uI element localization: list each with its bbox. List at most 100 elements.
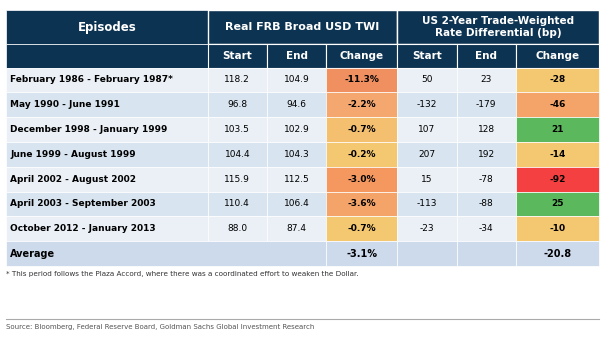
Bar	[267, 216, 326, 241]
Text: Source: Bloomberg, Federal Reserve Board, Goldman Sachs Global Investment Resear: Source: Bloomberg, Federal Reserve Board…	[6, 324, 315, 330]
Bar	[516, 216, 599, 241]
Text: 106.4: 106.4	[284, 199, 309, 208]
Text: April 2003 - September 2003: April 2003 - September 2003	[10, 199, 156, 208]
Bar	[397, 92, 457, 117]
Text: June 1999 - August 1999: June 1999 - August 1999	[10, 150, 136, 159]
Bar	[326, 216, 397, 241]
Text: 88.0: 88.0	[227, 224, 247, 233]
Text: 104.3: 104.3	[284, 150, 309, 159]
Bar	[326, 192, 397, 216]
Bar	[326, 68, 397, 92]
Text: -0.7%: -0.7%	[347, 224, 376, 233]
Text: 128: 128	[478, 125, 495, 134]
Text: -0.2%: -0.2%	[347, 150, 376, 159]
Text: 102.9: 102.9	[284, 125, 309, 134]
Bar	[516, 241, 599, 266]
Bar	[516, 92, 599, 117]
Text: 21: 21	[551, 125, 564, 134]
Text: 50: 50	[421, 75, 433, 85]
Text: -179: -179	[476, 100, 497, 109]
Bar	[516, 68, 599, 92]
Bar	[208, 216, 267, 241]
Bar	[326, 117, 397, 142]
Bar	[516, 117, 599, 142]
Text: -2.2%: -2.2%	[347, 100, 376, 109]
Bar	[6, 92, 208, 117]
Bar	[208, 142, 267, 167]
Text: -88: -88	[479, 199, 494, 208]
Bar	[397, 44, 457, 68]
Text: -11.3%: -11.3%	[344, 75, 379, 85]
Text: 110.4: 110.4	[224, 199, 250, 208]
Text: 94.6: 94.6	[287, 100, 307, 109]
Bar	[6, 192, 208, 216]
Text: 104.4: 104.4	[224, 150, 250, 159]
Bar	[6, 216, 208, 241]
Text: Change: Change	[535, 51, 580, 61]
Bar	[516, 44, 599, 68]
Text: 107: 107	[419, 125, 436, 134]
Bar	[326, 167, 397, 192]
Text: 87.4: 87.4	[287, 224, 307, 233]
Bar	[457, 142, 516, 167]
Bar	[6, 241, 326, 266]
Bar	[6, 167, 208, 192]
Text: -78: -78	[479, 175, 494, 184]
Text: -46: -46	[549, 100, 566, 109]
Bar	[6, 44, 208, 68]
Bar	[208, 92, 267, 117]
Text: -28: -28	[549, 75, 566, 85]
Text: Start: Start	[412, 51, 442, 61]
Bar	[457, 167, 516, 192]
Text: -20.8: -20.8	[543, 249, 572, 258]
Bar	[457, 241, 516, 266]
Text: May 1990 - June 1991: May 1990 - June 1991	[10, 100, 120, 109]
Bar	[6, 142, 208, 167]
Text: 115.9: 115.9	[224, 175, 250, 184]
Bar	[267, 142, 326, 167]
Bar	[457, 192, 516, 216]
Bar	[457, 44, 516, 68]
Text: 15: 15	[421, 175, 433, 184]
Text: -3.1%: -3.1%	[346, 249, 378, 258]
Bar	[267, 192, 326, 216]
Text: Real FRB Broad USD TWI: Real FRB Broad USD TWI	[226, 22, 379, 32]
Bar	[516, 142, 599, 167]
Bar	[397, 192, 457, 216]
Bar	[208, 44, 267, 68]
Text: * This period follows the Plaza Accord, where there was a coordinated effort to : * This period follows the Plaza Accord, …	[6, 271, 359, 277]
Text: -3.0%: -3.0%	[347, 175, 376, 184]
Bar	[326, 92, 397, 117]
Text: December 1998 - January 1999: December 1998 - January 1999	[10, 125, 168, 134]
Bar	[397, 68, 457, 92]
Text: 104.9: 104.9	[284, 75, 309, 85]
Bar	[326, 142, 397, 167]
Text: Start: Start	[223, 51, 252, 61]
Text: 192: 192	[478, 150, 495, 159]
Text: End: End	[476, 51, 497, 61]
Text: -132: -132	[417, 100, 437, 109]
Bar	[397, 117, 457, 142]
Text: -10: -10	[549, 224, 566, 233]
Text: -14: -14	[549, 150, 566, 159]
Bar	[397, 142, 457, 167]
Text: -3.6%: -3.6%	[347, 199, 376, 208]
Bar	[326, 44, 397, 68]
Text: -23: -23	[420, 224, 434, 233]
Bar	[208, 10, 397, 44]
Text: April 2002 - August 2002: April 2002 - August 2002	[10, 175, 136, 184]
Bar	[457, 216, 516, 241]
Bar	[267, 44, 326, 68]
Text: 23: 23	[480, 75, 492, 85]
Bar	[516, 167, 599, 192]
Text: Change: Change	[340, 51, 384, 61]
Text: 103.5: 103.5	[224, 125, 250, 134]
Bar	[457, 92, 516, 117]
Bar	[6, 10, 208, 44]
Bar	[397, 216, 457, 241]
Bar	[208, 167, 267, 192]
Bar	[267, 68, 326, 92]
Bar	[267, 167, 326, 192]
Bar	[6, 68, 208, 92]
Text: End: End	[286, 51, 307, 61]
